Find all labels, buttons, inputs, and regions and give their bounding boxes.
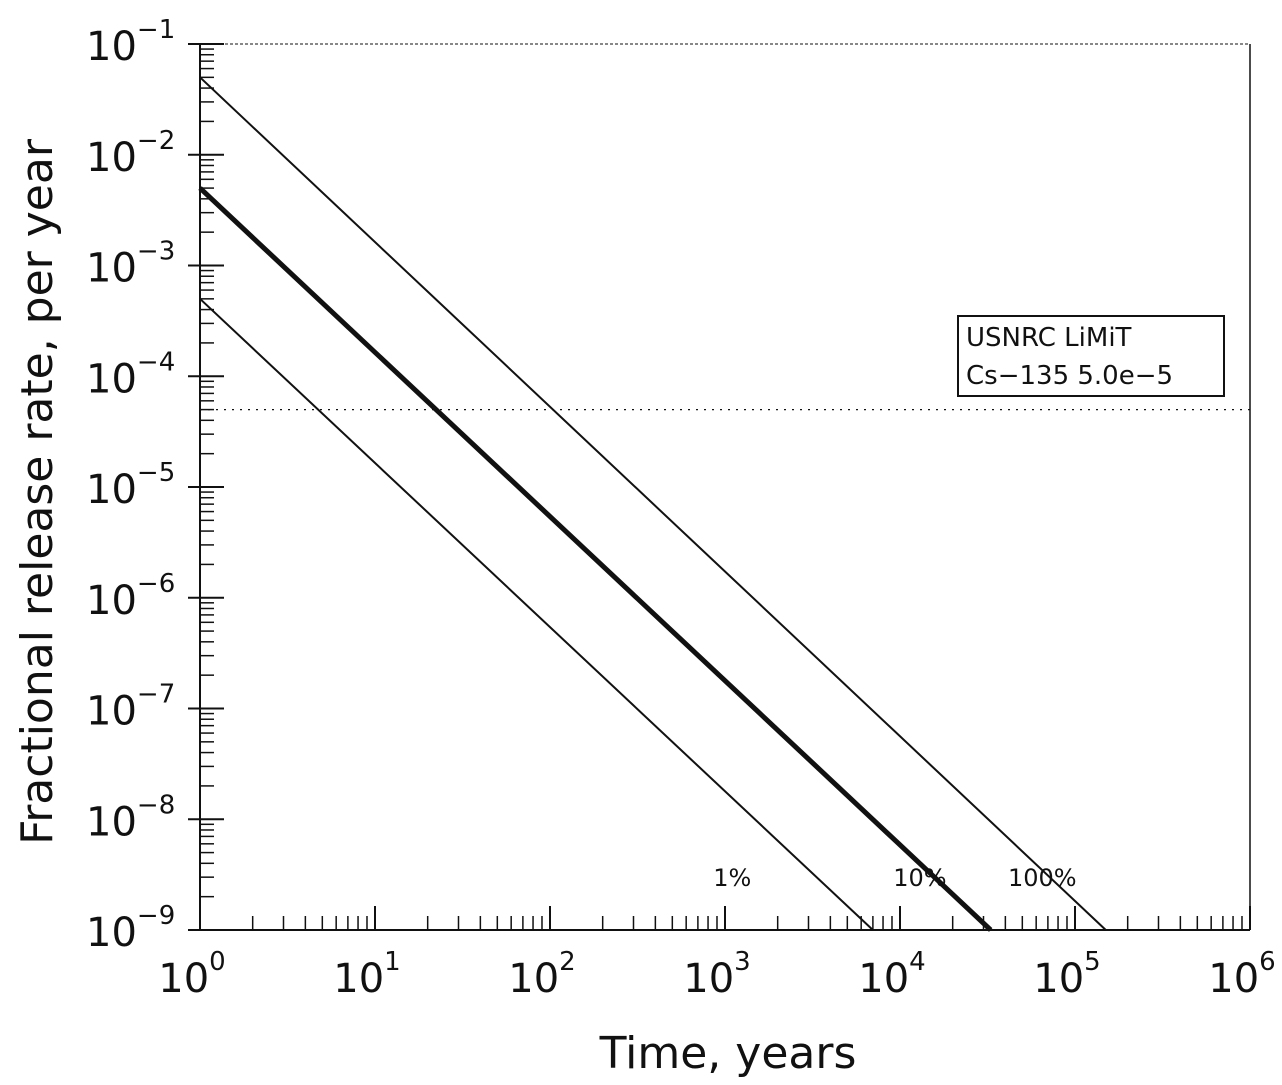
y-tick-label: 10−4 — [86, 347, 175, 402]
x-tick-label: 104 — [858, 947, 925, 1002]
annotation-line-1: USNRC LiMiT — [966, 323, 1132, 353]
minor-ticks — [200, 48, 1243, 930]
x-axis-label: Time, years — [599, 1028, 857, 1079]
series-label: 100% — [1008, 864, 1077, 892]
y-tick-label: 10−1 — [86, 15, 175, 70]
series-lines — [198, 76, 1107, 932]
x-tick-label: 106 — [1208, 947, 1275, 1002]
x-tick-label: 102 — [508, 947, 575, 1002]
x-tick-label: 100 — [158, 947, 225, 1002]
y-tick-label: 10−8 — [86, 790, 175, 845]
y-tick-label: 10−7 — [86, 680, 175, 735]
y-tick-label: 10−5 — [86, 458, 175, 513]
x-tick-label: 103 — [683, 947, 750, 1002]
y-tick-label: 10−9 — [86, 901, 175, 956]
major-ticks — [188, 43, 1251, 931]
series-label: 1% — [713, 864, 751, 892]
annotation-box: USNRC LiMiT Cs−135 5.0e−5 — [957, 315, 1225, 397]
annotation-line-2: Cs−135 5.0e−5 — [966, 361, 1173, 391]
y-tick-label: 10−6 — [86, 569, 175, 624]
x-tick-labels: 100 101 102 103 104 105 106 — [158, 947, 1275, 1002]
series-labels: 1% 10% 100% — [713, 864, 1076, 892]
series-line — [199, 76, 1107, 931]
y-tick-label: 10−2 — [86, 126, 175, 181]
y-tick-labels: 10−9 10−8 10−7 10−6 10−5 10−4 10−3 10−2 10−1 — [86, 15, 175, 956]
plot-frame-group — [199, 43, 1251, 931]
y-tick-label: 10−3 — [86, 237, 175, 292]
annotation-frame — [957, 315, 1225, 397]
x-tick-label: 105 — [1033, 947, 1100, 1002]
series-line — [198, 186, 993, 932]
x-tick-label: 101 — [333, 947, 400, 1002]
series-line — [199, 298, 874, 931]
series-label: 10% — [893, 864, 946, 892]
y-axis-label: Fractional release rate, per year — [12, 138, 63, 845]
